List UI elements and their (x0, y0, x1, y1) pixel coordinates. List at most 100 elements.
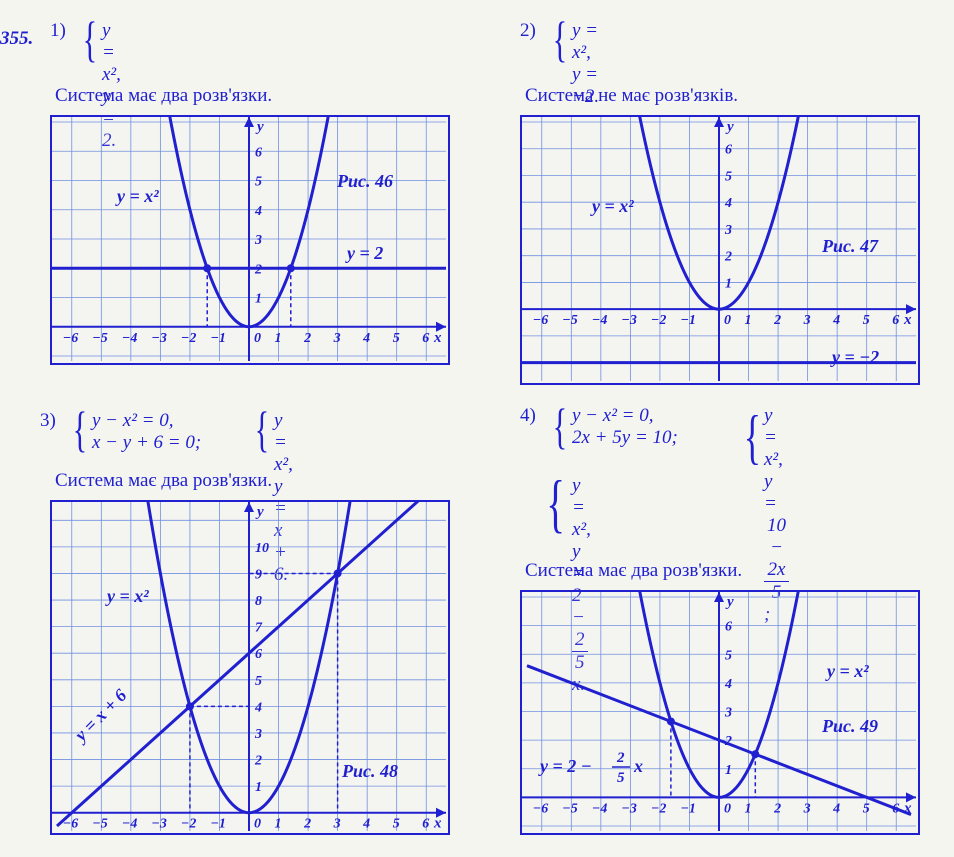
figure-label: Рис. 49 (821, 716, 878, 736)
svg-text:5: 5 (617, 770, 625, 786)
svg-text:5: 5 (255, 674, 262, 689)
sub-number: 3) (40, 410, 56, 431)
svg-text:1: 1 (725, 276, 732, 291)
svg-text:4: 4 (832, 801, 840, 816)
problem-number: 355. (0, 28, 33, 50)
svg-text:4: 4 (254, 204, 262, 219)
svg-text:−4: −4 (122, 331, 137, 346)
line-label: y = 2 − 2 5 x (538, 750, 643, 786)
brace-icon: { (73, 400, 87, 458)
equation: y − x² = 0, (92, 410, 242, 432)
svg-text:−5: −5 (92, 331, 107, 346)
svg-text:−5: −5 (562, 801, 577, 816)
svg-text:1: 1 (255, 780, 262, 795)
svg-text:3: 3 (724, 706, 732, 721)
figure-label: Рис. 46 (336, 171, 393, 191)
line-label: y = x + 6 (69, 685, 130, 746)
svg-text:9: 9 (255, 567, 262, 582)
svg-text:2: 2 (303, 817, 311, 831)
svg-text:−4: −4 (592, 801, 607, 816)
svg-text:8: 8 (255, 594, 262, 609)
svg-text:5: 5 (255, 175, 262, 190)
svg-text:6: 6 (892, 313, 899, 328)
svg-text:−2: −2 (181, 331, 196, 346)
curve-label: y = x² (115, 186, 159, 206)
svg-text:−1: −1 (210, 817, 225, 831)
svg-text:3: 3 (724, 223, 732, 238)
svg-text:−2: −2 (651, 801, 666, 816)
svg-text:−6: −6 (63, 331, 78, 346)
chart-svg: xy0−6−5−4−3−2−1123456123456 y = x² Рис. … (52, 117, 446, 361)
svg-text:x: x (433, 816, 442, 831)
svg-text:1: 1 (275, 331, 282, 346)
curve-label: y = x² (105, 586, 149, 606)
svg-text:−4: −4 (592, 313, 607, 328)
brace-icon: { (546, 467, 565, 542)
chart-2: xy0−6−5−4−3−2−1123456123456 y = x² Рис. … (520, 115, 920, 385)
svg-text:3: 3 (803, 313, 811, 328)
svg-text:4: 4 (362, 817, 370, 831)
svg-text:6: 6 (255, 145, 262, 160)
svg-text:6: 6 (422, 817, 429, 831)
solution-caption: Система має два розв'язки. (55, 470, 272, 492)
svg-text:x: x (433, 330, 442, 346)
svg-text:4: 4 (254, 700, 262, 715)
svg-text:−3: −3 (151, 817, 166, 831)
svg-text:5: 5 (393, 817, 400, 831)
svg-text:−5: −5 (92, 817, 107, 831)
equation: y = x², (572, 20, 599, 64)
equation: 2x + 5y = 10; (572, 427, 732, 449)
svg-text:−3: −3 (621, 801, 636, 816)
brace-icon: { (255, 400, 269, 458)
svg-text:6: 6 (725, 620, 732, 635)
brace-icon: { (83, 10, 97, 68)
svg-text:0: 0 (724, 801, 731, 816)
svg-text:2: 2 (616, 750, 625, 766)
svg-text:6: 6 (422, 331, 429, 346)
solution-caption: Система має два розв'язки. (525, 560, 742, 582)
svg-text:3: 3 (254, 727, 262, 742)
svg-text:1: 1 (255, 292, 262, 307)
svg-text:5: 5 (393, 331, 400, 346)
svg-text:y: y (725, 594, 734, 610)
svg-text:2: 2 (254, 754, 262, 769)
svg-text:−3: −3 (151, 331, 166, 346)
equation: y = x², (102, 20, 121, 86)
svg-text:−5: −5 (562, 313, 577, 328)
svg-text:−1: −1 (680, 801, 695, 816)
svg-text:1: 1 (275, 817, 282, 831)
svg-text:y = 2 −: y = 2 − (538, 756, 592, 776)
subproblem-4: 4) { y − x² = 0, 2x + 5y = 10; { y = x²,… (520, 405, 536, 427)
svg-text:3: 3 (803, 801, 811, 816)
equation: x − y + 6 = 0; (92, 432, 242, 454)
brace-icon: { (553, 10, 567, 68)
svg-text:y: y (255, 119, 264, 135)
svg-text:0: 0 (254, 817, 261, 831)
svg-text:−2: −2 (651, 313, 666, 328)
curve-label: y = x² (590, 196, 634, 216)
solution-caption: Система не має розв'язків. (525, 85, 738, 107)
svg-text:−1: −1 (210, 331, 225, 346)
subproblem-2: 2) { y = x², y = −2. (520, 20, 536, 42)
svg-text:−4: −4 (122, 817, 137, 831)
svg-text:1: 1 (725, 763, 732, 778)
chart-1: xy0−6−5−4−3−2−1123456123456 y = x² Рис. … (50, 115, 450, 365)
svg-text:10: 10 (255, 541, 269, 556)
svg-text:4: 4 (724, 677, 732, 692)
sub-number: 4) (520, 405, 536, 426)
svg-text:3: 3 (254, 233, 262, 248)
brace-icon: { (553, 397, 567, 455)
subproblem-3: 3) { y − x² = 0, x − y + 6 = 0; { y = x²… (40, 410, 56, 432)
svg-text:4: 4 (724, 196, 732, 211)
svg-text:x: x (903, 312, 912, 328)
svg-text:−6: −6 (533, 801, 548, 816)
svg-text:5: 5 (725, 648, 732, 663)
chart-svg: xy0−6−5−4−3−2−112345612345678910 y = x² … (52, 502, 446, 831)
svg-text:6: 6 (725, 143, 732, 158)
hline-label: y = −2 (830, 347, 879, 367)
solution-caption: Система має два розв'язки. (55, 85, 272, 107)
svg-text:0: 0 (254, 331, 261, 346)
subproblem-1: 1) { y = x², y = 2. (50, 20, 66, 42)
figure-label: Рис. 48 (341, 761, 398, 781)
chart-3: xy0−6−5−4−3−2−112345612345678910 y = x² … (50, 500, 450, 835)
